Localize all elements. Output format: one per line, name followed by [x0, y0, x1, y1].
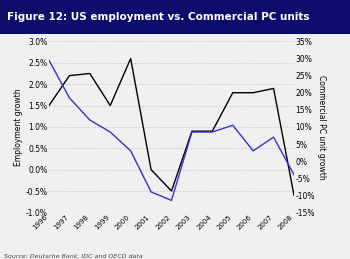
Commercial PC unit growth: [149, 190, 153, 193]
Commercial PC unit growth: [272, 136, 276, 139]
Employment growth: [190, 130, 194, 133]
Commercial PC unit growth: [169, 199, 174, 202]
Text: Figure 12: US employment vs. Commercial PC units: Figure 12: US employment vs. Commercial …: [7, 12, 309, 22]
Commercial PC unit growth: [88, 119, 92, 122]
Employment growth: [47, 104, 51, 107]
Text: Source: Deutsche Bank, IDC and OECD data: Source: Deutsche Bank, IDC and OECD data: [4, 254, 142, 259]
Employment growth: [231, 91, 235, 94]
Commercial PC unit growth: [231, 124, 235, 127]
Employment growth: [108, 104, 112, 107]
Employment growth: [169, 190, 174, 193]
Commercial PC unit growth: [67, 96, 71, 99]
Employment growth: [210, 130, 215, 133]
Commercial PC unit growth: [47, 59, 51, 62]
Employment growth: [292, 194, 296, 197]
Employment growth: [149, 168, 153, 171]
Y-axis label: Employment growth: Employment growth: [14, 88, 23, 166]
Commercial PC unit growth: [251, 149, 255, 152]
Employment growth: [88, 72, 92, 75]
Employment growth: [251, 91, 255, 94]
Line: Employment growth: Employment growth: [49, 59, 294, 195]
Employment growth: [272, 87, 276, 90]
Employment growth: [67, 74, 71, 77]
Commercial PC unit growth: [292, 173, 296, 176]
Employment growth: [128, 57, 133, 60]
Y-axis label: Commercial PC unit growth: Commercial PC unit growth: [317, 75, 326, 179]
Commercial PC unit growth: [190, 131, 194, 134]
Commercial PC unit growth: [210, 131, 215, 134]
Line: Commercial PC unit growth: Commercial PC unit growth: [49, 60, 294, 200]
Commercial PC unit growth: [128, 149, 133, 152]
Commercial PC unit growth: [108, 131, 112, 134]
